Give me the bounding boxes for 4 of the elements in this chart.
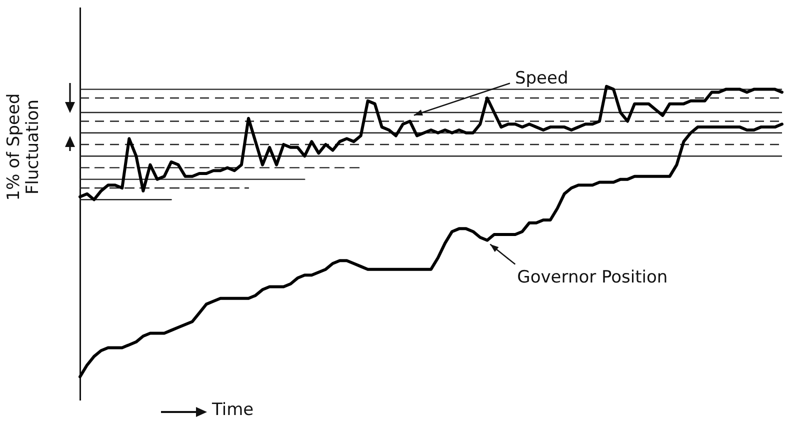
series-label: Speed	[514, 68, 568, 89]
series-label: Governor Position	[517, 268, 668, 288]
y-axis-title: 1% of Speed Fluctuation	[4, 92, 43, 203]
x-axis-title: Time	[212, 400, 254, 420]
